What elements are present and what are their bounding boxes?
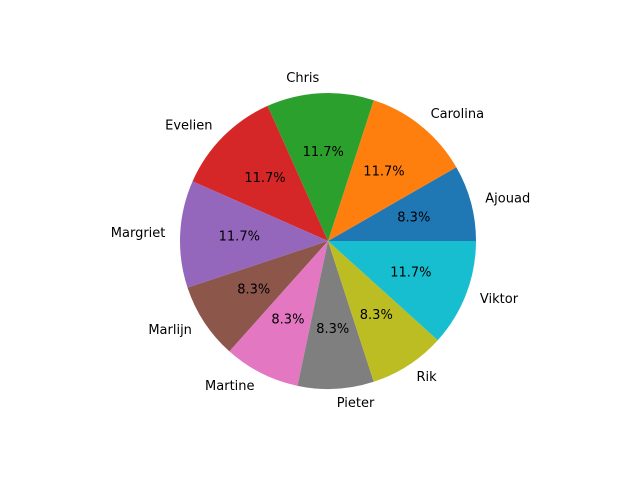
pie-slice-margriet bbox=[180, 181, 328, 288]
pie-slice-chris bbox=[267, 93, 374, 241]
pie-slice-evelien bbox=[192, 105, 328, 241]
slice-label-rik: Rik bbox=[417, 370, 438, 385]
pie-slice-martine bbox=[229, 241, 328, 386]
slice-percent-marlijn: 8.3% bbox=[237, 282, 270, 297]
slice-label-carolina: Carolina bbox=[431, 107, 485, 122]
slice-label-evelien: Evelien bbox=[165, 119, 212, 134]
slice-label-chris: Chris bbox=[286, 71, 319, 86]
slice-percent-carolina: 11.7% bbox=[363, 165, 404, 180]
slice-percent-ajouad: 8.3% bbox=[397, 211, 430, 226]
pie-slices bbox=[180, 93, 476, 390]
slice-percent-rik: 8.3% bbox=[360, 308, 393, 323]
slice-percent-margriet: 11.7% bbox=[219, 229, 260, 244]
pie-slice-marlijn bbox=[187, 241, 328, 352]
slice-label-viktor: Viktor bbox=[480, 292, 519, 307]
slice-label-pieter: Pieter bbox=[337, 396, 375, 411]
slice-percent-martine: 8.3% bbox=[271, 313, 304, 328]
slice-percent-evelien: 11.7% bbox=[244, 171, 285, 186]
slice-percent-viktor: 11.7% bbox=[390, 265, 431, 280]
slice-label-marlijn: Marlijn bbox=[148, 323, 192, 338]
pie-slice-ajouad bbox=[328, 167, 476, 241]
pie-slice-viktor bbox=[328, 241, 476, 341]
pie-slice-carolina bbox=[328, 100, 457, 241]
slice-label-martine: Martine bbox=[205, 379, 254, 394]
pie-slice-pieter bbox=[297, 241, 374, 390]
slice-percent-labels: 8.3% 11.7% 11.7% 11.7% 11.7% 8.3% 8.3% 8.3% 8.3%… bbox=[219, 145, 432, 337]
slice-percent-chris: 11.7% bbox=[303, 145, 344, 160]
slice-label-ajouad: Ajouad bbox=[485, 192, 530, 207]
slice-label-margriet: Margriet bbox=[111, 226, 166, 241]
slice-percent-pieter: 8.3% bbox=[316, 322, 349, 337]
slice-name-labels: Ajouad Carolina Chris Evelien Margriet Marlij… bbox=[111, 71, 530, 411]
pie-slice-rik bbox=[328, 241, 438, 382]
